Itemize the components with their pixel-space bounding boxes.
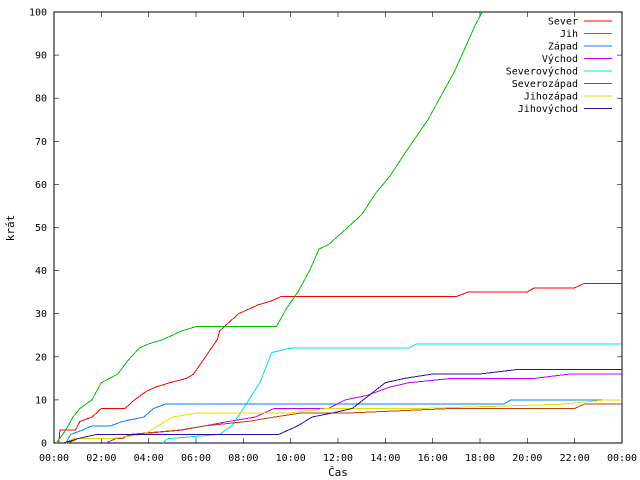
x-tick-label: 04:00 xyxy=(134,453,164,464)
x-tick-label: 18:00 xyxy=(465,453,495,464)
series-line-1 xyxy=(55,11,483,444)
y-tick-label: 0 xyxy=(41,439,47,450)
series-line-7 xyxy=(63,369,622,444)
x-tick-label: 22:00 xyxy=(560,453,590,464)
x-tick-label: 08:00 xyxy=(228,453,258,464)
y-tick-label: 40 xyxy=(35,266,47,277)
legend-label: Severovýchod xyxy=(506,66,578,78)
x-tick-label: 12:00 xyxy=(323,453,353,464)
legend-label: Severozápad xyxy=(512,78,578,90)
x-tick-label: 20:00 xyxy=(512,453,542,464)
x-tick-label: 16:00 xyxy=(418,453,448,464)
y-tick-label: 10 xyxy=(35,395,47,406)
legend: SeverJihZápadVýchodSeverovýchodSeverozáp… xyxy=(506,17,612,115)
legend-label: Východ xyxy=(542,53,578,65)
legend-label: Jihovýchod xyxy=(518,103,578,115)
axes: 0 10 20 30 40 50 60 70 80 90 100 00:00 02:00 04:00 06:… xyxy=(29,8,637,465)
legend-label: Západ xyxy=(548,41,578,53)
series-line-4 xyxy=(162,343,622,444)
y-axis-title: krát xyxy=(4,215,17,242)
x-tick-label: 10:00 xyxy=(276,453,306,464)
y-tick-label: 20 xyxy=(35,352,47,363)
y-tick-label: 70 xyxy=(35,137,47,148)
x-tick-label: 00:00 xyxy=(39,453,69,464)
legend-label: Jihozápad xyxy=(524,91,578,103)
series-line-0 xyxy=(58,283,622,444)
series-line-2 xyxy=(65,399,622,444)
series-lines xyxy=(55,11,622,444)
y-tick-label: 80 xyxy=(35,94,47,105)
y-tick-label: 50 xyxy=(35,223,47,234)
y-tick-label: 30 xyxy=(35,309,47,320)
x-tick-label: 02:00 xyxy=(86,453,116,464)
x-tick-label: 14:00 xyxy=(370,453,400,464)
legend-label: Sever xyxy=(548,17,578,28)
y-tick-label: 100 xyxy=(29,8,47,19)
y-tick-label: 60 xyxy=(35,180,47,191)
x-tick-label: 06:00 xyxy=(181,453,211,464)
series-line-6 xyxy=(65,399,622,444)
legend-label: Jih xyxy=(560,29,578,40)
x-axis-title: Čas xyxy=(328,466,348,479)
x-tick-label: 00:00 xyxy=(607,453,637,464)
y-tick-label: 90 xyxy=(35,51,47,62)
